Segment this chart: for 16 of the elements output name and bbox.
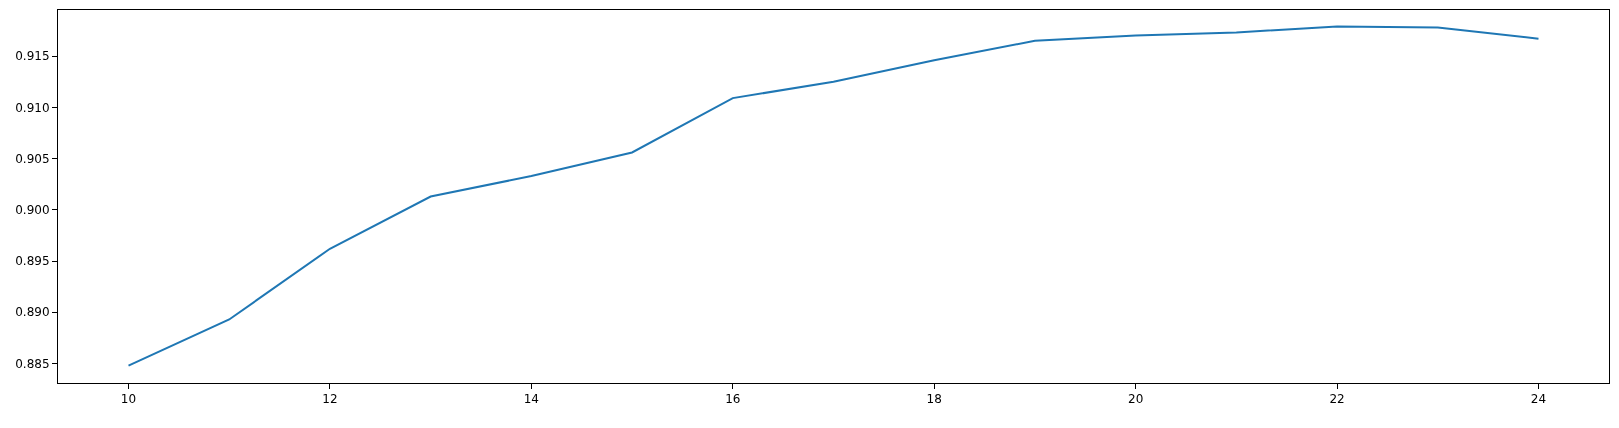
y-tick-label: 0.890 bbox=[15, 305, 50, 320]
x-tick-label: 24 bbox=[1530, 392, 1547, 407]
x-tick-label: 20 bbox=[1128, 392, 1144, 407]
x-tick-label: 16 bbox=[725, 392, 741, 407]
x-tick-label: 22 bbox=[1329, 392, 1345, 407]
line-series bbox=[127, 25, 1540, 367]
x-tick-label: 10 bbox=[120, 392, 137, 407]
x-tick-label: 14 bbox=[523, 392, 539, 407]
y-tick-label: 0.905 bbox=[15, 151, 50, 166]
y-tick-label: 0.915 bbox=[15, 49, 50, 64]
y-tick-label: 0.900 bbox=[15, 203, 50, 218]
y-tick-label: 0.885 bbox=[15, 356, 50, 371]
y-tick-label: 0.895 bbox=[15, 254, 50, 269]
x-tick-label: 12 bbox=[322, 392, 338, 407]
y-tick-label: 0.910 bbox=[15, 100, 50, 115]
x-tick-label: 18 bbox=[926, 392, 942, 407]
